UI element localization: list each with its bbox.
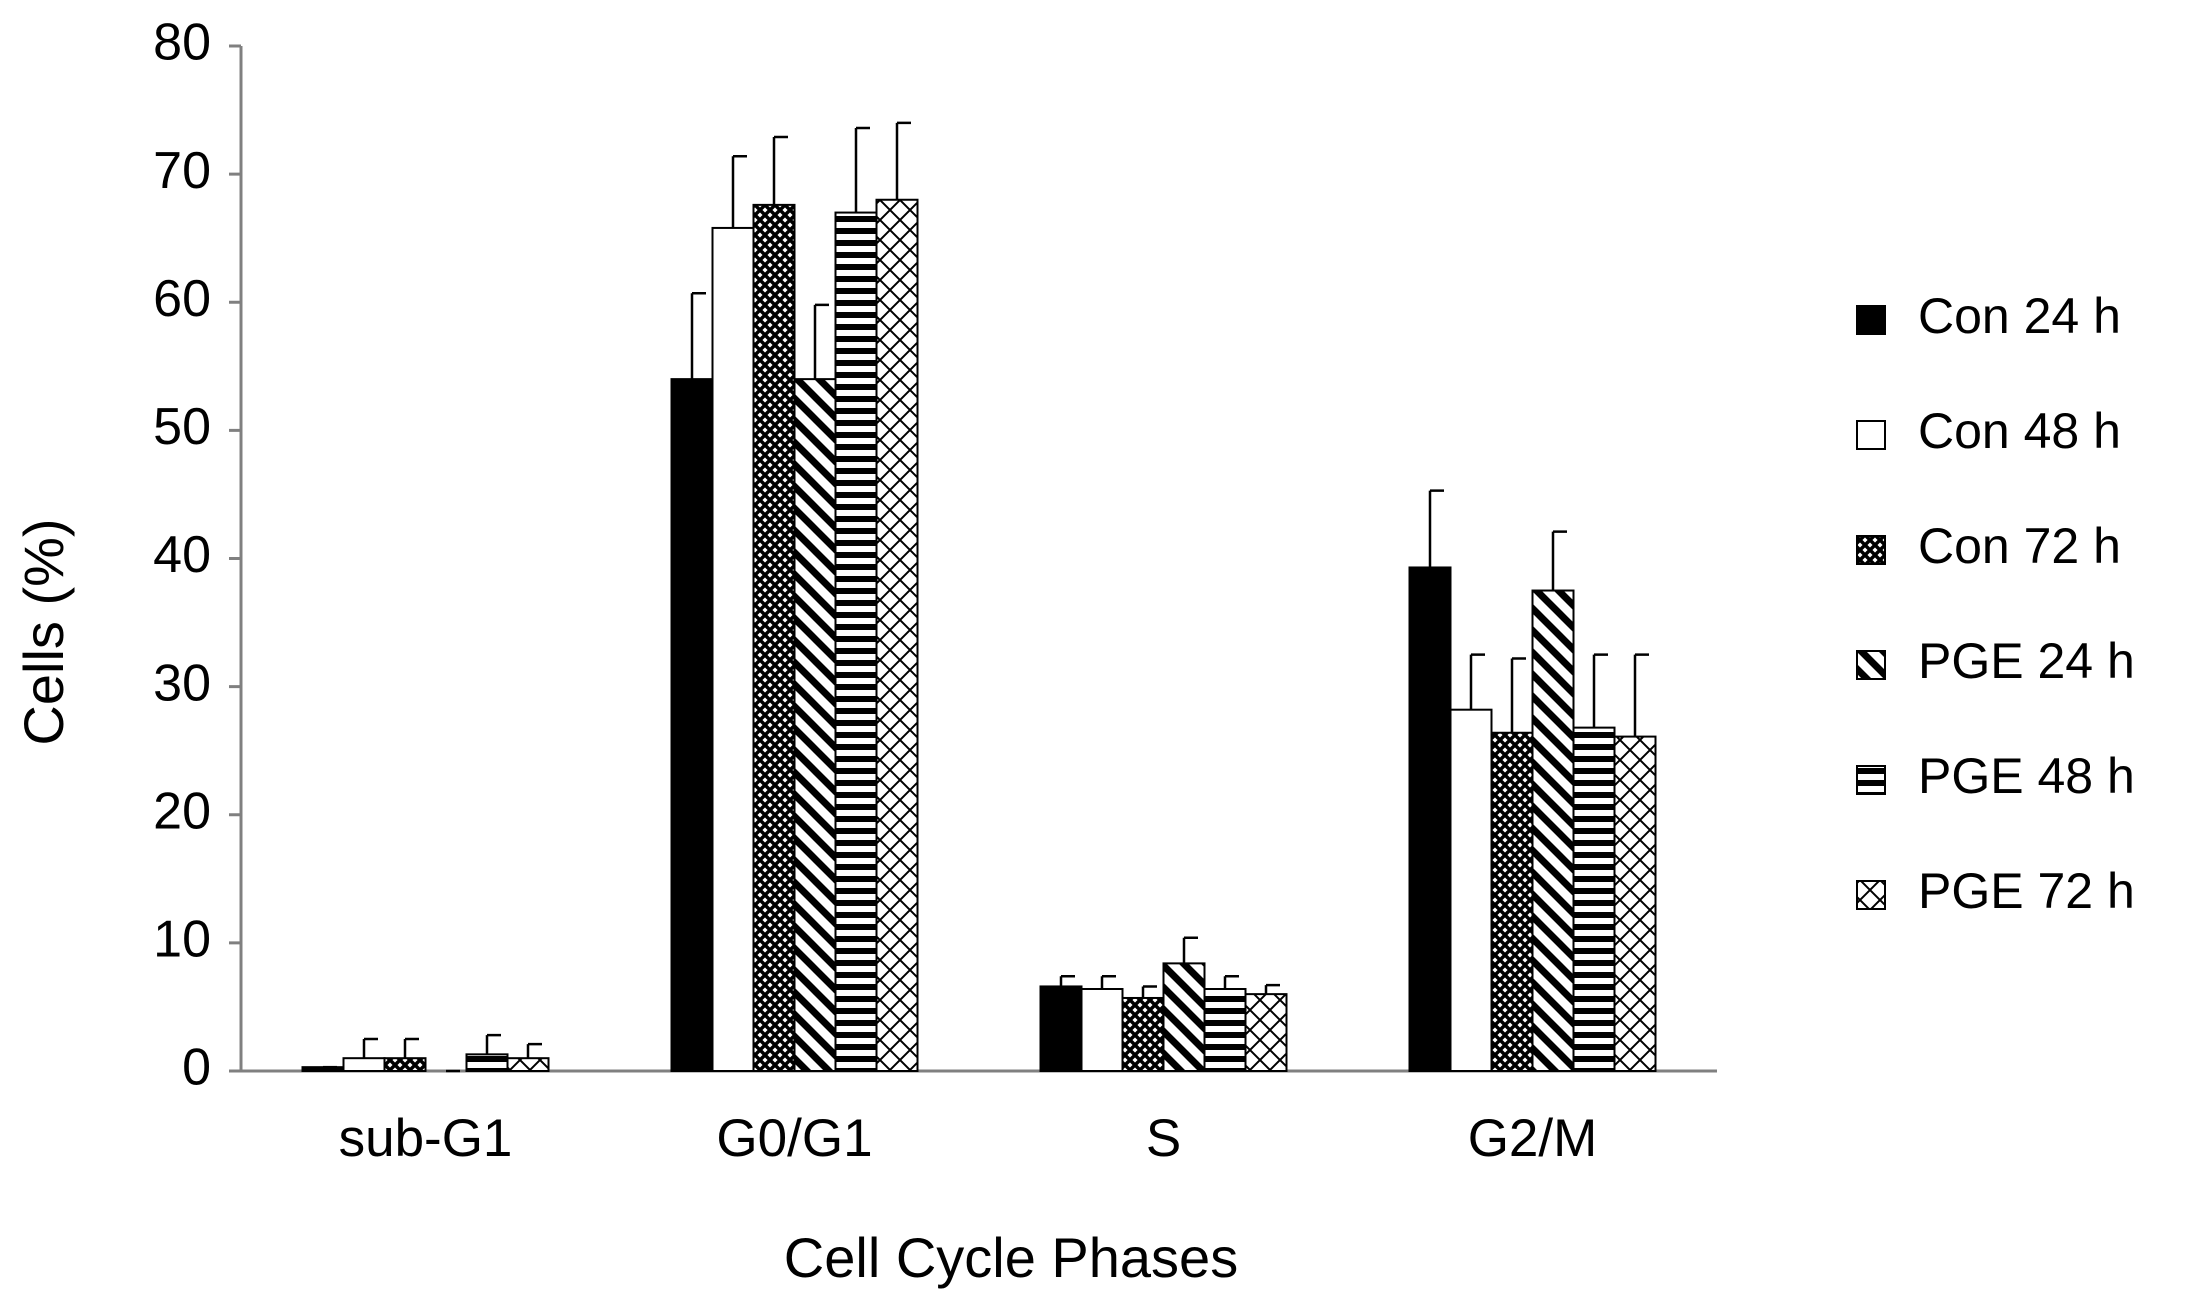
legend-swatch (1856, 880, 1886, 910)
y-tick-label: 0 (182, 1039, 211, 1097)
x-tick-label: G0/G1 (716, 1109, 872, 1168)
error-bar (1182, 936, 1198, 964)
error-bar (1510, 657, 1526, 733)
error-bar (813, 303, 829, 380)
bar (1121, 996, 1165, 1072)
bar (1039, 985, 1083, 1072)
error-bar (731, 154, 747, 228)
y-tick-label: 50 (153, 398, 211, 456)
bar (1613, 735, 1657, 1072)
error-bar (854, 126, 870, 213)
bar (670, 378, 714, 1072)
y-tick-label: 70 (153, 142, 211, 200)
legend-label: Con 24 h (1918, 288, 2121, 344)
bar (1572, 726, 1616, 1072)
y-axis-title: Cells (%) (12, 518, 75, 745)
bar (1080, 988, 1124, 1072)
error-bar (1592, 653, 1608, 728)
bar (875, 198, 919, 1072)
bar (1449, 708, 1493, 1072)
bar (711, 226, 755, 1072)
bar (1490, 731, 1534, 1072)
legend-swatch (1856, 420, 1886, 450)
legend-swatch (1856, 765, 1886, 795)
bar (342, 1057, 386, 1072)
error-bar (485, 1033, 501, 1055)
bar (506, 1057, 550, 1072)
error-bar (1100, 974, 1116, 989)
legend-label: Con 72 h (1918, 518, 2121, 574)
error-bar (1633, 653, 1649, 737)
bar (383, 1057, 427, 1072)
x-tick-label: G2/M (1468, 1109, 1598, 1168)
error-bar (1551, 530, 1567, 591)
legend-swatch (1856, 535, 1886, 565)
error-bar (362, 1037, 378, 1059)
error-bar (1264, 983, 1280, 995)
y-tick-label: 20 (153, 782, 211, 840)
error-bar (403, 1037, 419, 1059)
error-bar (1223, 974, 1239, 989)
bar (1162, 962, 1206, 1072)
y-tick-label: 30 (153, 654, 211, 712)
bar (1203, 988, 1247, 1072)
y-tick-label: 80 (153, 14, 211, 72)
error-bar (526, 1042, 542, 1059)
y-tick-label: 10 (153, 911, 211, 969)
bar (1408, 566, 1452, 1072)
error-bar (1469, 653, 1485, 710)
bar (301, 1066, 345, 1072)
legend-swatch (1856, 650, 1886, 680)
x-tick-label: sub-G1 (339, 1109, 513, 1168)
bar (752, 203, 796, 1072)
bar (793, 378, 837, 1072)
bar (834, 211, 878, 1072)
legend-label: PGE 48 h (1918, 748, 2135, 804)
x-axis-title: Cell Cycle Phases (784, 1226, 1238, 1289)
x-tick-label: S (1146, 1109, 1181, 1168)
bar (1244, 993, 1288, 1072)
legend-label: PGE 24 h (1918, 633, 2135, 689)
error-bar (1059, 974, 1075, 987)
error-bar (895, 121, 911, 200)
error-bar (1428, 489, 1444, 568)
bar (1531, 589, 1575, 1072)
error-bar (772, 135, 788, 205)
y-tick-label: 40 (153, 526, 211, 584)
error-bar (1141, 985, 1157, 998)
legend-label: PGE 72 h (1918, 863, 2135, 919)
legend-swatch (1856, 305, 1886, 335)
error-bar (690, 292, 706, 380)
legend-label: Con 48 h (1918, 403, 2121, 459)
bar (465, 1053, 509, 1072)
y-tick-label: 60 (153, 270, 211, 328)
